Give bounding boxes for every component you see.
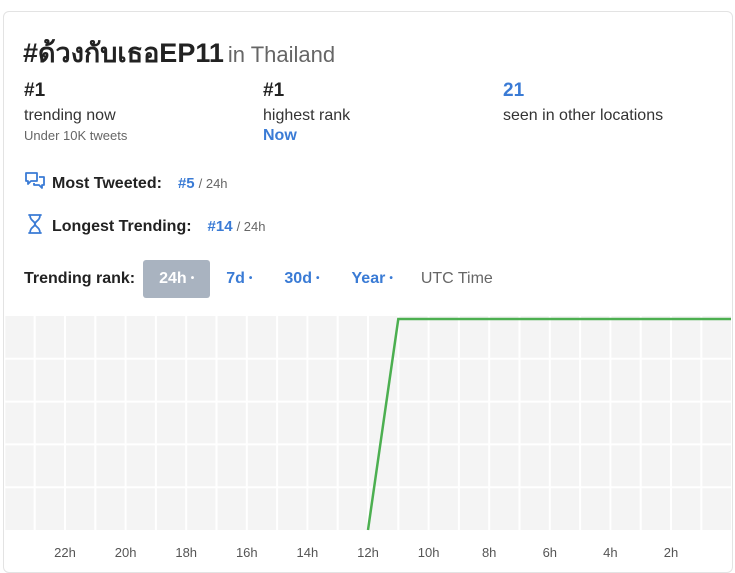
x-tick-label: 8h bbox=[482, 545, 496, 560]
stat-value: #1 bbox=[263, 80, 285, 101]
x-tick-label: 10h bbox=[418, 545, 440, 560]
x-tick-label: 16h bbox=[236, 545, 258, 560]
most-tweeted-label: Most Tweeted: bbox=[52, 174, 162, 192]
stat-trending-now: #1 trending now Under 10K tweets bbox=[24, 80, 127, 143]
stat-label: trending now bbox=[24, 107, 116, 124]
hashtag-title: #ด้วงกับเธอEP11 bbox=[23, 38, 224, 68]
stat-now-link[interactable]: Now bbox=[263, 127, 297, 144]
page-title: #ด้วงกับเธอEP11 in Thailand bbox=[23, 31, 335, 74]
tab-label: 30d bbox=[284, 270, 312, 287]
most-tweeted-row: Most Tweeted: #5 / 24h bbox=[24, 170, 228, 197]
x-tick-label: 2h bbox=[664, 545, 678, 560]
chat-bubbles-icon bbox=[24, 170, 46, 197]
x-tick-label: 4h bbox=[603, 545, 617, 560]
tab-dot: • bbox=[389, 273, 393, 285]
stat-sub: Under 10K tweets bbox=[24, 128, 128, 143]
longest-trending-period: / 24h bbox=[236, 219, 266, 234]
longest-trending-label: Longest Trending: bbox=[52, 217, 192, 235]
tab-24h[interactable]: 24h • bbox=[143, 260, 211, 298]
stat-label: seen in other locations bbox=[503, 107, 664, 124]
location-label: in Thailand bbox=[227, 42, 336, 67]
longest-trending-row: Longest Trending: #14 / 24h bbox=[24, 213, 266, 240]
x-tick-label: 22h bbox=[54, 545, 76, 560]
tab-label: 24h bbox=[159, 270, 187, 287]
tab-dot: • bbox=[248, 273, 253, 285]
hourglass-icon bbox=[24, 213, 46, 240]
stat-label: highest rank bbox=[263, 107, 351, 124]
x-tick-label: 18h bbox=[175, 545, 197, 560]
x-tick-label: 20h bbox=[115, 545, 137, 560]
stat-highest-rank: #1 highest rank Now bbox=[263, 80, 350, 145]
trending-rank-label: Trending rank: bbox=[24, 270, 136, 287]
tab-dot: • bbox=[190, 273, 195, 285]
stat-other-locations: 21 seen in other locations bbox=[503, 80, 663, 125]
tab-7d[interactable]: 7d • bbox=[210, 260, 268, 298]
stat-value-link[interactable]: 21 bbox=[503, 80, 525, 101]
most-tweeted-period: / 24h bbox=[198, 176, 228, 191]
trending-rank-chart: 22h 20h 18h 16h 14h 12h 10h 8h 6h 4h 2h bbox=[4, 316, 731, 560]
most-tweeted-rank-link[interactable]: #5 bbox=[177, 175, 195, 192]
x-tick-label: 6h bbox=[543, 545, 557, 560]
x-tick-label: 14h bbox=[297, 545, 319, 560]
tab-dot: • bbox=[315, 273, 320, 285]
x-tick-label: 12h bbox=[357, 545, 379, 560]
trending-rank-bar: Trending rank: 24h • 7d • 30d • Year • UTC T… bbox=[24, 259, 493, 299]
stat-value: #1 bbox=[24, 80, 46, 101]
tab-label: 7d bbox=[226, 270, 245, 287]
tab-year[interactable]: Year • bbox=[336, 260, 409, 298]
tab-label: Year bbox=[351, 270, 386, 287]
utc-time-toggle[interactable]: UTC Time bbox=[420, 270, 493, 287]
longest-trending-rank-link[interactable]: #14 bbox=[207, 218, 233, 235]
series-line bbox=[366, 317, 731, 531]
tab-30d[interactable]: 30d • bbox=[268, 260, 335, 298]
